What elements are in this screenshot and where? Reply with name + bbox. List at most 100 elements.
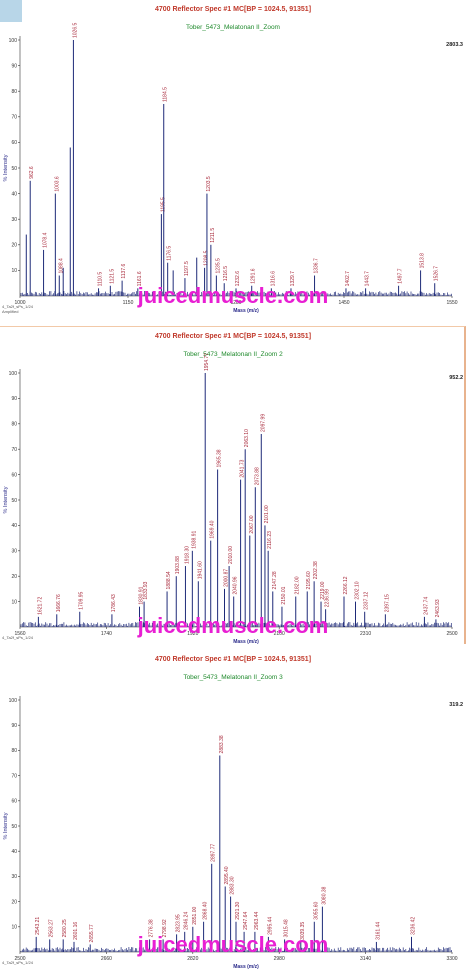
x-tick-label: 1150 [123, 300, 134, 306]
peak-label: 3236.42 [411, 917, 417, 935]
x-tick-label: 2100 [274, 631, 285, 637]
x-tick-label: 2500 [446, 631, 457, 637]
peak-label: 1786.43 [111, 594, 117, 612]
y-tick-label: 50 [11, 166, 17, 172]
peak-label: 1903.88 [175, 556, 181, 574]
y-tick-label: 90 [11, 396, 17, 402]
peak-label: 2147.28 [272, 571, 278, 589]
peak-label: 3055.60 [313, 901, 319, 919]
x-tick-label: 1550 [446, 300, 457, 306]
spectrum-chart-1: 4700 Reflector Spec #1 MC[BP = 1024.5, 9… [2, 6, 463, 314]
peak-label: 1088.4 [58, 258, 64, 274]
peak-label: 2823.95 [176, 914, 182, 932]
peak-label: 2851.00 [192, 907, 198, 925]
peak-label: 2895.40 [224, 866, 230, 884]
peak-label: 2010.00 [228, 546, 234, 564]
footer-note: 4_Ta2f_sPs_1/24 [2, 960, 34, 965]
y-tick-label: 10 [11, 599, 17, 605]
peak-label: 1918.30 [184, 546, 190, 564]
peak-label: 2101.00 [264, 505, 270, 523]
y-tick-label: 80 [11, 89, 17, 95]
y-axis-label: % Intensity [3, 812, 9, 839]
peak-label: 2195.60 [306, 571, 312, 589]
chart-title: 4700 Reflector Spec #1 MC[BP = 1024.5, 9… [155, 6, 311, 13]
y-tick-label: 80 [11, 422, 17, 428]
peak-label: 1621.72 [37, 597, 43, 615]
x-tick-label: 2820 [187, 956, 198, 962]
x-tick-label: 1920 [187, 631, 198, 637]
peak-label: 3039.35 [300, 922, 306, 940]
peak-label: 2463.93 [435, 599, 441, 617]
y-tick-label: 50 [11, 824, 17, 830]
y-tick-label: 50 [11, 498, 17, 504]
peak-label: 1232.6 [235, 271, 241, 287]
spectrum-panel-2: 4700 Reflector Spec #1 MC[BP = 1024.5, 9… [0, 326, 466, 645]
spectrum-chart-3: 4700 Reflector Spec #1 MC[BP = 1024.5, 9… [2, 656, 463, 970]
peak-label: 2921.30 [235, 901, 241, 919]
y-axis-label: % Intensity [3, 486, 9, 513]
y-tick-label: 30 [11, 549, 17, 555]
peak-label: 2883.38 [219, 735, 225, 753]
max-intensity-label: 2803.3 [446, 42, 463, 48]
noise-trace [20, 291, 452, 296]
peak-label: 1938.91 [191, 531, 197, 549]
peak-label: 1833.93 [143, 581, 149, 599]
x-tick-label: 1560 [14, 631, 25, 637]
y-tick-label: 30 [11, 874, 17, 880]
peak-label: 2397.15 [384, 594, 390, 612]
footer-note: 4_Ta2f_sPs_1/24 [2, 304, 34, 309]
y-tick-label: 40 [11, 523, 17, 529]
y-axis-label: % Intensity [3, 154, 9, 181]
corner-tab [0, 0, 22, 22]
y-tick-label: 10 [11, 268, 17, 274]
x-tick-label: 1280 [230, 300, 241, 306]
peak-label: 1969.40 [210, 520, 216, 538]
peak-label: 1526.7 [434, 266, 440, 282]
peak-label: 3080.38 [321, 886, 327, 904]
peak-label: 1666.76 [56, 594, 62, 612]
x-tick-label: 2980 [274, 956, 285, 962]
peak-label: 2116.23 [267, 531, 273, 549]
peak-label: 2063.10 [244, 429, 250, 447]
spectrum-chart-2: 4700 Reflector Spec #1 MC[BP = 1024.5, 9… [2, 333, 463, 645]
peak-label: 1497.7 [398, 268, 404, 284]
peak-label: 1954.77 [204, 353, 210, 371]
peak-label: 1078.4 [43, 232, 49, 248]
peak-label: 1513.8 [420, 253, 426, 269]
x-axis-label: Mass (m/z) [233, 639, 259, 645]
x-tick-label: 3300 [446, 956, 457, 962]
footer-note: Amplified [2, 309, 18, 314]
y-tick-label: 100 [9, 698, 18, 704]
peak-label: 2437.74 [423, 597, 429, 615]
peak-label: 2150.01 [281, 586, 287, 604]
y-tick-label: 100 [9, 371, 18, 377]
x-tick-label: 3140 [360, 956, 371, 962]
y-tick-label: 30 [11, 217, 17, 223]
peak-label: 2655.77 [89, 924, 95, 942]
peak-label: 2040.96 [233, 576, 239, 594]
y-tick-label: 40 [11, 191, 17, 197]
x-tick-label: 1000 [14, 300, 25, 306]
axes [19, 36, 452, 297]
peak-label: 2302.10 [354, 581, 360, 599]
peak-label: 1203.5 [206, 176, 212, 192]
spectrum-panel-3: 4700 Reflector Spec #1 MC[BP = 1024.5, 9… [0, 650, 466, 974]
y-tick-label: 20 [11, 899, 17, 905]
peak-label: 2947.64 [243, 912, 249, 930]
peak-label: 1316.6 [270, 271, 276, 287]
y-tick-label: 80 [11, 748, 17, 754]
watermark: juicedmuscle.com [137, 613, 329, 638]
peak-label: 1709.95 [79, 591, 85, 609]
watermark: juicedmuscle.com [137, 932, 329, 957]
peak-label: 1965.38 [217, 449, 223, 467]
y-tick-label: 70 [11, 773, 17, 779]
peak-label: 2798.92 [162, 919, 168, 937]
peak-label: 2337.12 [364, 591, 370, 609]
y-tick-label: 60 [11, 799, 17, 805]
peak-label: 1402.7 [345, 271, 351, 287]
watermark: juicedmuscle.com [137, 283, 329, 308]
peak-label: 2236.99 [325, 589, 331, 607]
peak-label: 2000.87 [224, 569, 230, 587]
x-axis-label: Mass (m/z) [233, 964, 259, 970]
peak-label: 1291.6 [251, 268, 257, 284]
